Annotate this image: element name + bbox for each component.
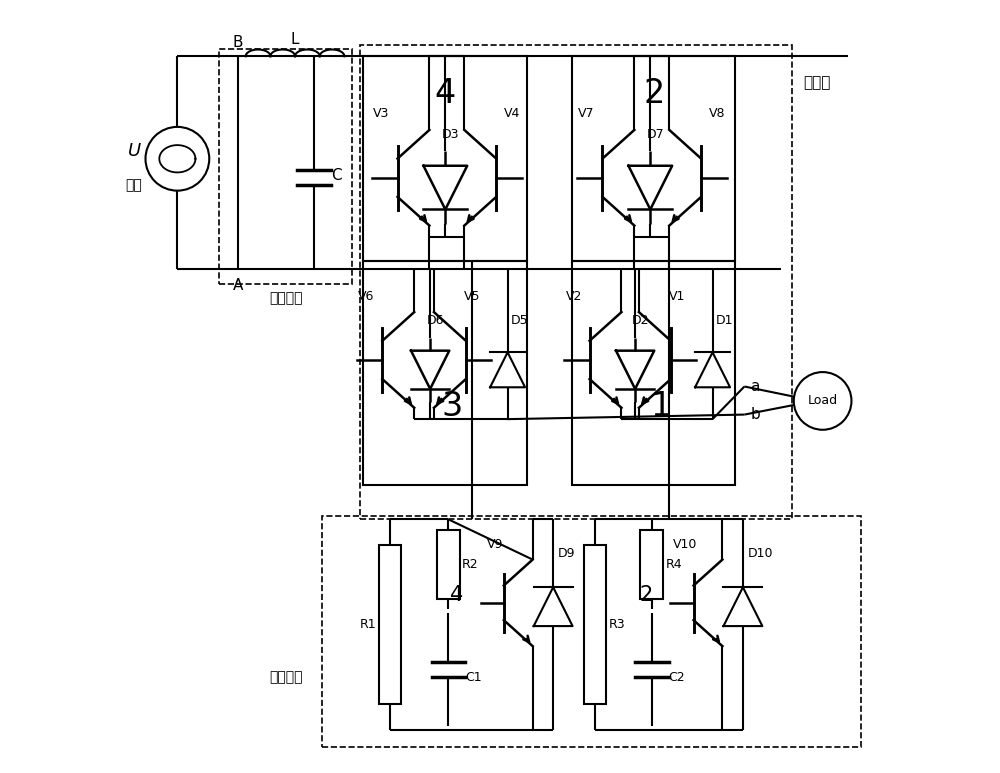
Text: D5: D5 xyxy=(511,315,528,327)
Text: C1: C1 xyxy=(465,670,482,683)
Text: 1: 1 xyxy=(651,390,672,424)
Text: a: a xyxy=(751,379,760,394)
Text: D1: D1 xyxy=(716,315,733,327)
Text: D3: D3 xyxy=(442,128,459,141)
Bar xyxy=(437,530,460,598)
Text: V9: V9 xyxy=(487,538,503,551)
Text: V7: V7 xyxy=(578,107,595,121)
Text: R4: R4 xyxy=(665,558,682,570)
Bar xyxy=(572,56,735,261)
Text: V8: V8 xyxy=(709,107,725,121)
Text: C2: C2 xyxy=(669,670,685,683)
Text: 缓冲电路: 缓冲电路 xyxy=(269,671,303,685)
Text: D10: D10 xyxy=(747,547,773,560)
Text: D6: D6 xyxy=(427,315,445,327)
Text: D2: D2 xyxy=(632,315,650,327)
Bar xyxy=(584,544,606,704)
Bar xyxy=(379,544,401,704)
Bar xyxy=(640,530,663,598)
Bar xyxy=(219,49,352,284)
Text: C: C xyxy=(331,168,341,183)
Bar xyxy=(360,45,792,519)
Text: D7: D7 xyxy=(647,128,664,141)
Text: V4: V4 xyxy=(504,107,520,121)
Text: V3: V3 xyxy=(373,107,390,121)
Text: 2: 2 xyxy=(643,77,664,110)
Bar xyxy=(322,516,861,747)
Text: Load: Load xyxy=(808,394,838,407)
Text: V10: V10 xyxy=(673,538,697,551)
Text: 主电路: 主电路 xyxy=(804,75,831,90)
Text: 电源: 电源 xyxy=(125,178,142,192)
Text: b: b xyxy=(751,407,760,422)
Text: R1: R1 xyxy=(360,618,376,631)
Text: D9: D9 xyxy=(558,547,575,560)
Text: 4: 4 xyxy=(450,585,463,605)
Text: 3: 3 xyxy=(442,390,463,424)
Text: 2: 2 xyxy=(640,585,653,605)
Text: 滤波电路: 滤波电路 xyxy=(269,291,302,305)
Text: V5: V5 xyxy=(464,290,480,302)
Bar xyxy=(363,261,527,485)
Text: L: L xyxy=(291,32,299,47)
Bar xyxy=(363,56,527,261)
Text: V6: V6 xyxy=(358,290,375,302)
Text: R3: R3 xyxy=(609,618,625,631)
Text: A: A xyxy=(233,278,243,293)
Text: $U$: $U$ xyxy=(127,142,142,160)
Text: R2: R2 xyxy=(462,558,479,570)
Text: V2: V2 xyxy=(565,290,582,302)
Text: B: B xyxy=(233,36,243,50)
Bar xyxy=(572,261,735,485)
Text: 4: 4 xyxy=(434,77,456,110)
Text: V1: V1 xyxy=(669,290,685,302)
